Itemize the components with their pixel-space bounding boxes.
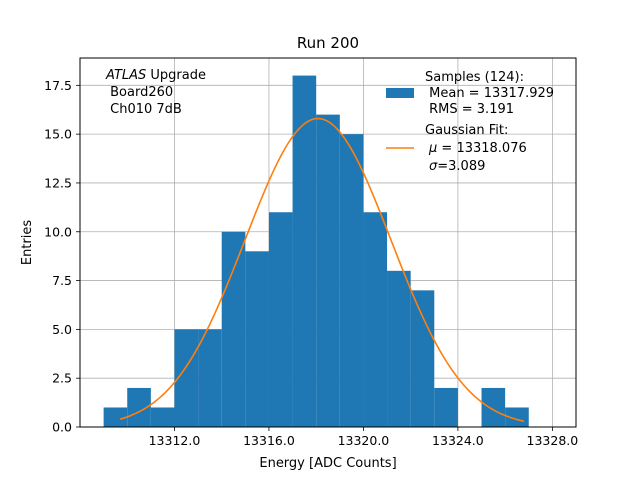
histogram-bar xyxy=(387,270,411,427)
legend-fit-sigma: σ=3.089 xyxy=(429,159,485,174)
legend: Samples (124): Mean = 13317.929 RMS = 3.… xyxy=(386,70,554,174)
x-tick-label: 13312.0 xyxy=(149,433,201,448)
histogram-bar xyxy=(363,212,388,427)
histogram-bar xyxy=(127,387,151,427)
annotation-atlas: ATLAS xyxy=(105,68,146,83)
legend-samples-mean: Mean = 13317.929 xyxy=(425,86,554,101)
histogram-bars xyxy=(103,75,529,428)
atlas-annotation: ATLAS Upgrade Board260 Ch010 7dB xyxy=(105,68,206,117)
legend-fit-title: Gaussian Fit: xyxy=(425,123,508,138)
x-tick-label: 13320.0 xyxy=(338,433,390,448)
histogram-bar xyxy=(410,290,435,427)
legend-samples-rms: RMS = 3.191 xyxy=(425,102,514,117)
y-tick-label: 5.0 xyxy=(52,322,72,337)
histogram-bar xyxy=(434,387,458,427)
annotation-line-1: ATLAS Upgrade xyxy=(105,68,206,83)
annotation-upgrade: Upgrade xyxy=(146,68,206,83)
annotation-channel: Ch010 7dB xyxy=(106,102,182,117)
mu-value: = 13318.076 xyxy=(437,141,526,156)
gaussian-fit-curve xyxy=(119,117,525,423)
histogram-bar xyxy=(292,75,317,428)
x-axis-title: Energy [ADC Counts] xyxy=(259,456,396,471)
y-tick-label: 15.0 xyxy=(44,127,72,142)
histogram-bar xyxy=(245,251,269,427)
histogram-bar xyxy=(481,387,506,427)
histogram-bar xyxy=(316,114,340,427)
legend-samples-title: Samples (124): xyxy=(425,70,524,85)
mu-symbol: μ xyxy=(428,141,437,156)
axes-frame xyxy=(79,57,577,428)
histogram-bar xyxy=(150,407,175,427)
chart-title: Run 200 xyxy=(297,34,359,52)
axis-ticks: 13312.0 13316.0 13320.0 13324.0 13328.0 0.0 2.… xyxy=(44,78,578,448)
x-tick-label: 13324.0 xyxy=(432,433,484,448)
y-tick-label: 12.5 xyxy=(44,175,72,190)
x-tick-label: 13316.0 xyxy=(243,433,295,448)
histogram-bar xyxy=(103,407,128,427)
histogram-bar xyxy=(221,231,246,427)
y-tick-label: 2.5 xyxy=(52,371,72,386)
histogram-bar xyxy=(268,212,293,427)
y-tick-label: 7.5 xyxy=(52,273,72,288)
sigma-symbol: σ xyxy=(429,159,438,174)
histogram-bar xyxy=(198,329,222,427)
histogram-bar xyxy=(174,329,199,427)
y-tick-label: 17.5 xyxy=(44,78,72,93)
annotation-board: Board260 xyxy=(106,85,173,100)
histogram-bar xyxy=(339,134,364,427)
legend-samples-swatch xyxy=(386,88,414,98)
y-tick-label: 0.0 xyxy=(52,420,72,435)
sigma-value: =3.089 xyxy=(437,159,485,174)
x-tick-label: 13328.0 xyxy=(527,433,579,448)
histogram-bar xyxy=(505,407,529,427)
y-tick-label: 10.0 xyxy=(44,224,72,239)
y-axis-title: Entries xyxy=(20,220,35,266)
legend-fit-mu: μ = 13318.076 xyxy=(428,141,527,156)
